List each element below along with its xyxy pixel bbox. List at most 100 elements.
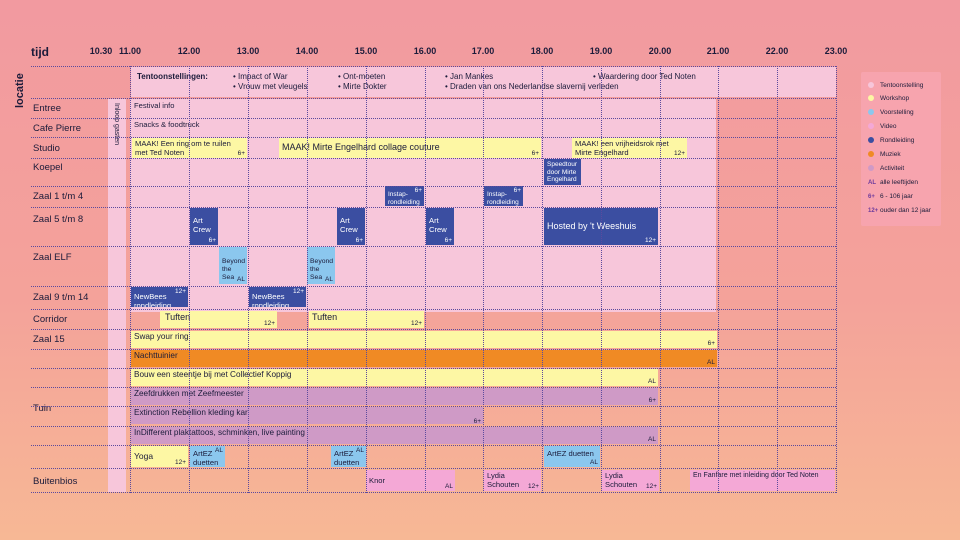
time-tick: 22.00 — [765, 46, 789, 56]
exhibition-item: • Jan Mankes — [445, 72, 494, 81]
legend-code: AL alle leeftijden — [868, 179, 918, 186]
legend-item: Video — [868, 123, 897, 130]
grid-hline — [31, 118, 836, 119]
exhibition-item: • Ont-moeten — [338, 72, 386, 81]
event-lydia-2[interactable]: Lydia Schouten 12+ — [602, 470, 659, 491]
grid-vline — [718, 66, 719, 493]
grid-vline — [130, 66, 131, 493]
grid-vline — [660, 66, 661, 493]
event-zeefdrukken[interactable]: Zeefdrukken met Zeefmeester 6+ — [131, 388, 658, 405]
grid-hline — [31, 309, 836, 310]
legend-item: Voorstelling — [868, 109, 914, 116]
event-studio-vrijheidsrok[interactable]: MAAK! een vrijheidsrok met Mirte Engelha… — [572, 138, 687, 158]
event-art-crew-3[interactable]: Art Crew 6+ — [426, 208, 454, 245]
grid-hline — [31, 66, 836, 67]
row-label: Zaal 9 t/m 14 — [33, 292, 89, 303]
event-studio-collage[interactable]: MAAK! Mirte Engelhard collage couture 6+ — [279, 138, 541, 158]
event-newbees-2[interactable]: NewBees rondleiding 12+ — [249, 287, 306, 307]
event-knor[interactable]: Knor AL — [366, 470, 455, 491]
grid-vline — [248, 66, 249, 493]
event-beyond-2[interactable]: Beyond the Sea AL — [307, 247, 335, 284]
row-label: Zaal 5 t/m 8 — [33, 214, 84, 225]
row-label: Zaal ELF — [33, 252, 72, 263]
event-swap[interactable]: Swap your ring 6+ — [131, 331, 717, 348]
event-artez-1[interactable]: ArtEZ duetten AL — [190, 446, 225, 467]
event-fanfare[interactable]: En Fanfare met inleiding door Ted Noten — [690, 470, 835, 491]
time-axis-label: tijd — [31, 45, 49, 59]
row-label: Buitenbios — [33, 476, 78, 487]
grid-hline — [31, 158, 836, 159]
time-tick: 17.00 — [471, 46, 495, 56]
row-label: Studio — [33, 143, 60, 154]
grid-hline — [31, 387, 836, 388]
grid-vline — [836, 66, 837, 493]
event-indifferent[interactable]: InDifferent plaktattoos, schminken, live… — [131, 427, 658, 444]
time-tick: 13.00 — [236, 46, 260, 56]
time-tick: 20.00 — [648, 46, 672, 56]
grid-vline — [483, 66, 484, 493]
grid-vline — [189, 66, 190, 493]
grid-hline — [31, 137, 836, 138]
event-instap-1[interactable]: Instap-rondleiding 6+ — [385, 186, 424, 206]
exhibitions-label: Tentoonstellingen: — [137, 72, 208, 81]
row-label: Zaal 1 t/m 4 — [33, 191, 84, 202]
event-speedtour[interactable]: Speedtour door Mirte Engelhard — [544, 159, 581, 185]
location-axis-label: locatie — [14, 73, 26, 108]
grid-hline — [31, 286, 836, 287]
grid-vline — [542, 66, 543, 493]
legend-item: Muziek — [868, 151, 901, 158]
time-tick: 23.00 — [824, 46, 848, 56]
exhibition-item: • Draden van ons Nederlandse slavernij v… — [445, 82, 619, 91]
event-lydia-1[interactable]: Lydia Schouten 12+ — [484, 470, 541, 491]
legend-item: Tentoonstelling — [868, 82, 923, 89]
grid-vline — [601, 66, 602, 493]
time-tick: 10.30 — [89, 46, 113, 56]
legend-code: 12+ ouder dan 12 jaar — [868, 207, 931, 214]
event-yoga[interactable]: Yoga 12+ — [131, 446, 188, 467]
grid-hline — [31, 186, 836, 187]
event-beyond-1[interactable]: Beyond the Sea AL — [219, 247, 247, 284]
event-newbees-1[interactable]: NewBees rondleiding 12+ — [131, 287, 188, 307]
time-tick: 18.00 — [530, 46, 554, 56]
event-art-crew-2[interactable]: Art Crew 6+ — [337, 208, 365, 245]
event-artez-3[interactable]: ArtEZ duetten AL — [544, 446, 600, 467]
legend: Tentoonstelling Workshop Voorstelling Vi… — [861, 72, 941, 226]
time-tick: 12.00 — [177, 46, 201, 56]
grid-hline — [31, 329, 836, 330]
grid-hline — [31, 207, 836, 208]
row-label: Corridor — [33, 314, 68, 325]
row-label: Cafe Pierre — [33, 123, 82, 134]
grid-vline — [307, 66, 308, 493]
exhibition-item: • Mirte Dokter — [338, 82, 387, 91]
grid-hline — [31, 406, 836, 407]
row-label: Koepel — [33, 162, 63, 173]
legend-item: Activiteit — [868, 165, 904, 172]
exhibition-item: • Vrouw met vleugels — [233, 82, 308, 91]
grid-hline — [31, 98, 836, 99]
event-art-crew-1[interactable]: Art Crew 6+ — [190, 208, 218, 245]
event-instap-2[interactable]: Instap-rondleiding 6+ — [484, 186, 523, 206]
row-label: Tuin — [33, 403, 52, 414]
event-snacks[interactable]: Snacks & foodtruck — [131, 119, 716, 136]
row-label: Zaal 15 — [33, 334, 65, 345]
row-label: Entree — [33, 103, 61, 114]
grid-hline — [31, 492, 836, 493]
event-bouw[interactable]: Bouw een steentje bij met Collectief Kop… — [131, 369, 658, 386]
grid-vline — [777, 66, 778, 493]
event-artez-2[interactable]: ArtEZ duetten AL — [331, 446, 366, 467]
event-nachttuinier[interactable]: Nachttuinier AL — [131, 350, 717, 367]
time-tick: 14.00 — [295, 46, 319, 56]
grid-hline — [31, 445, 836, 446]
legend-item: Rondleiding — [868, 137, 914, 144]
grid-hline — [31, 349, 836, 350]
event-festival-info[interactable]: Festival info — [131, 100, 716, 117]
time-tick: 11.00 — [118, 46, 142, 56]
exhibition-item: • Waardering door Ted Noten — [593, 72, 696, 81]
time-tick: 19.00 — [589, 46, 613, 56]
time-tick: 16.00 — [413, 46, 437, 56]
grid-hline — [31, 426, 836, 427]
grid-vline — [366, 66, 367, 493]
grid-vline — [425, 66, 426, 493]
time-tick: 21.00 — [706, 46, 730, 56]
event-tuften-1[interactable]: Tuften 12+ — [160, 311, 277, 328]
